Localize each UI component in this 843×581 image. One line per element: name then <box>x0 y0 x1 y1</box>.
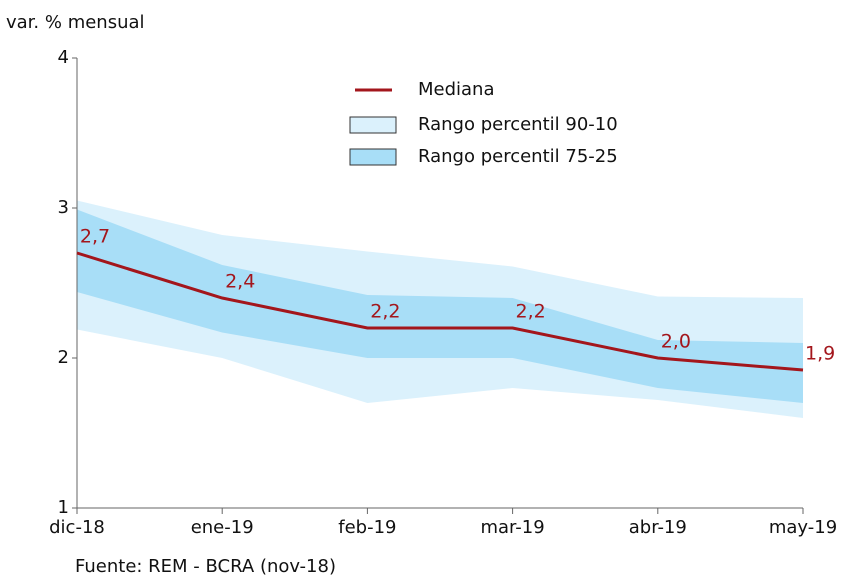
x-tick-label: mar-19 <box>480 517 544 538</box>
x-tick-label: ene-19 <box>191 517 254 538</box>
x-tick-label: may-19 <box>769 517 837 538</box>
value-label: 2,2 <box>515 301 545 323</box>
x-tick-label: abr-19 <box>629 517 687 538</box>
y-tick-label: 1 <box>58 497 69 518</box>
legend-swatch <box>349 116 397 134</box>
x-tick-label: dic-18 <box>49 517 105 538</box>
value-label: 2,4 <box>225 271 255 293</box>
value-label: 2,7 <box>80 226 110 248</box>
source: Fuente: REM - BCRA (nov-18) <box>75 556 336 577</box>
legend-label: Rango percentil 75-25 <box>418 146 618 167</box>
value-label: 1,9 <box>805 343 835 365</box>
legend-swatch <box>349 148 397 166</box>
value-label: 2,0 <box>661 331 691 353</box>
value-label: 2,2 <box>370 301 400 323</box>
median-line <box>76 251 804 372</box>
legend-label: Rango percentil 90-10 <box>418 114 618 135</box>
band <box>77 209 803 403</box>
y-tick-label: 3 <box>58 197 69 218</box>
y-tick-label: 2 <box>58 347 69 368</box>
y-tick-label: 4 <box>58 47 69 68</box>
legend-label: Mediana <box>418 79 495 100</box>
y-axis-label: var. % mensual <box>6 12 145 33</box>
x-tick-label: feb-19 <box>338 517 396 538</box>
